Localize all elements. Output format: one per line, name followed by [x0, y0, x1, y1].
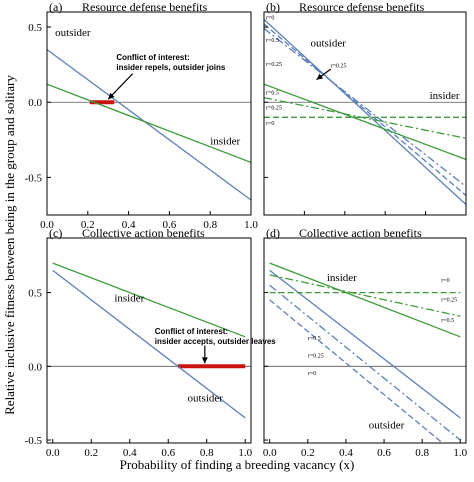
- plot-frame: [263, 11, 467, 216]
- series-line-4: [269, 274, 461, 317]
- y-axis-label-wrap: Relative inclusive fitness between being…: [0, 0, 20, 474]
- x-tick-label: 0.0: [263, 447, 277, 459]
- annotation-arrow-head: [108, 92, 115, 100]
- plot-frame: [263, 237, 467, 444]
- y-tick-label: 0.5: [28, 288, 42, 300]
- panel-title: Resource defense benefits: [82, 0, 208, 14]
- series-line-2: [264, 27, 466, 187]
- series-label: outsider: [187, 393, 223, 405]
- series-label: r=0: [266, 16, 274, 22]
- panel-2: -0.50.00.50.0 0.2 0.4 0.6 0.8 1.0(c) Collectiv…: [25, 226, 277, 459]
- annotation-text: insider accepts, outsider leaves: [155, 337, 276, 346]
- y-tick-label: 0.0: [28, 97, 42, 109]
- series-label: r=0.25: [331, 64, 347, 70]
- x-tick-label: 0.4: [339, 447, 353, 459]
- series-label: r=0: [266, 121, 274, 127]
- series-line-1: [264, 23, 466, 196]
- annotation-text: insider repels, outsider joins: [116, 63, 225, 72]
- series-label: r=0.25: [266, 106, 282, 112]
- x-tick-label: 0.6: [163, 219, 177, 231]
- series-line-1: [269, 299, 444, 443]
- series-label: r=0.25: [441, 297, 457, 303]
- series-line-1: [47, 83, 251, 164]
- x-tick-label: 0.8: [415, 447, 429, 459]
- series-label: outsider: [55, 27, 91, 39]
- series-group: [269, 262, 461, 443]
- annotation-text: Conflict of interest:: [155, 327, 228, 336]
- annotation-text: Conflict of interest:: [116, 53, 189, 62]
- x-tick-label: 0.8: [203, 219, 217, 231]
- series-line-0: [52, 269, 246, 419]
- series-line-5: [269, 262, 461, 338]
- panel-letter: (b): [266, 0, 280, 14]
- plot-frame: [46, 11, 252, 216]
- series-line-2: [269, 284, 461, 441]
- y-axis-label: Relative inclusive fitness between being…: [2, 75, 17, 415]
- series-label: r=0: [308, 371, 316, 377]
- panel-title: Collective action benefits: [299, 226, 422, 240]
- panel-letter: (d): [266, 226, 280, 240]
- annotation-arrow-head: [201, 357, 208, 364]
- series-line-0: [264, 19, 466, 205]
- x-tick-label: 0.6: [377, 447, 391, 459]
- series-label: r=0.25: [266, 62, 282, 68]
- panel-letter: (a): [49, 0, 62, 14]
- panel-3: 0.0 0.2 0.4 0.6 0.8 1.0 (d) Collective action b…: [263, 226, 468, 459]
- series-label: r=0.5: [441, 318, 454, 324]
- x-tick-label: 1.0: [453, 447, 467, 459]
- series-label: r=0.5: [266, 38, 279, 44]
- x-tick-label: 1.0: [238, 447, 252, 459]
- series-label: outsider: [310, 38, 346, 50]
- series-label: insider: [327, 272, 357, 284]
- x-tick-label: 0.0: [46, 447, 60, 459]
- x-tick-label: 1.0: [244, 219, 258, 231]
- x-tick-label: 0.4: [123, 447, 137, 459]
- y-tick-label: -0.5: [25, 172, 43, 184]
- plot-frame: [46, 237, 252, 444]
- x-tick-label: 0.2: [84, 447, 98, 459]
- series-label: insider: [114, 292, 144, 304]
- series-group: [264, 19, 466, 205]
- y-tick-label: 0.5: [28, 22, 42, 34]
- x-tick-label: 0.2: [301, 447, 315, 459]
- series-line-1: [52, 262, 246, 338]
- series-group: [52, 262, 246, 419]
- series-label: insider: [210, 135, 240, 147]
- x-tick-label: 0.0: [40, 219, 54, 231]
- series-line-4: [264, 97, 466, 139]
- series-line-0: [269, 269, 461, 419]
- series-label: r=0.5: [266, 91, 279, 97]
- panel-title: Resource defense benefits: [299, 0, 425, 14]
- annotation-arrow-head: [316, 73, 324, 80]
- y-tick-label: -0.5: [25, 435, 43, 447]
- panel-letter: (c): [49, 226, 62, 240]
- panel-title: Collective action benefits: [82, 226, 205, 240]
- x-tick-label: 0.6: [161, 447, 175, 459]
- series-label: r=0: [441, 278, 449, 284]
- series-group: [47, 49, 251, 201]
- series-label: insider: [430, 90, 460, 102]
- x-tick-label: 0.8: [200, 447, 214, 459]
- series-label: r=0.25: [308, 353, 324, 359]
- y-tick-label: 0.0: [28, 361, 42, 373]
- series-label: outsider: [369, 419, 405, 431]
- panel-1: (b) Resource defense benefits outsider insi…: [263, 0, 467, 216]
- x-tick-label: 0.4: [122, 219, 136, 231]
- series-line-5: [264, 83, 466, 161]
- series-label: r=0.5: [308, 336, 321, 342]
- x-tick-label: 0.2: [81, 219, 95, 231]
- series-line-0: [47, 49, 251, 201]
- x-axis-label: Probability of finding a breeding vacanc…: [119, 457, 355, 472]
- panel-0: -0.5 0.0 0.5 0.0 0.2 0.4 0.6 0.8 1.0 (a) Resource …: [25, 0, 259, 231]
